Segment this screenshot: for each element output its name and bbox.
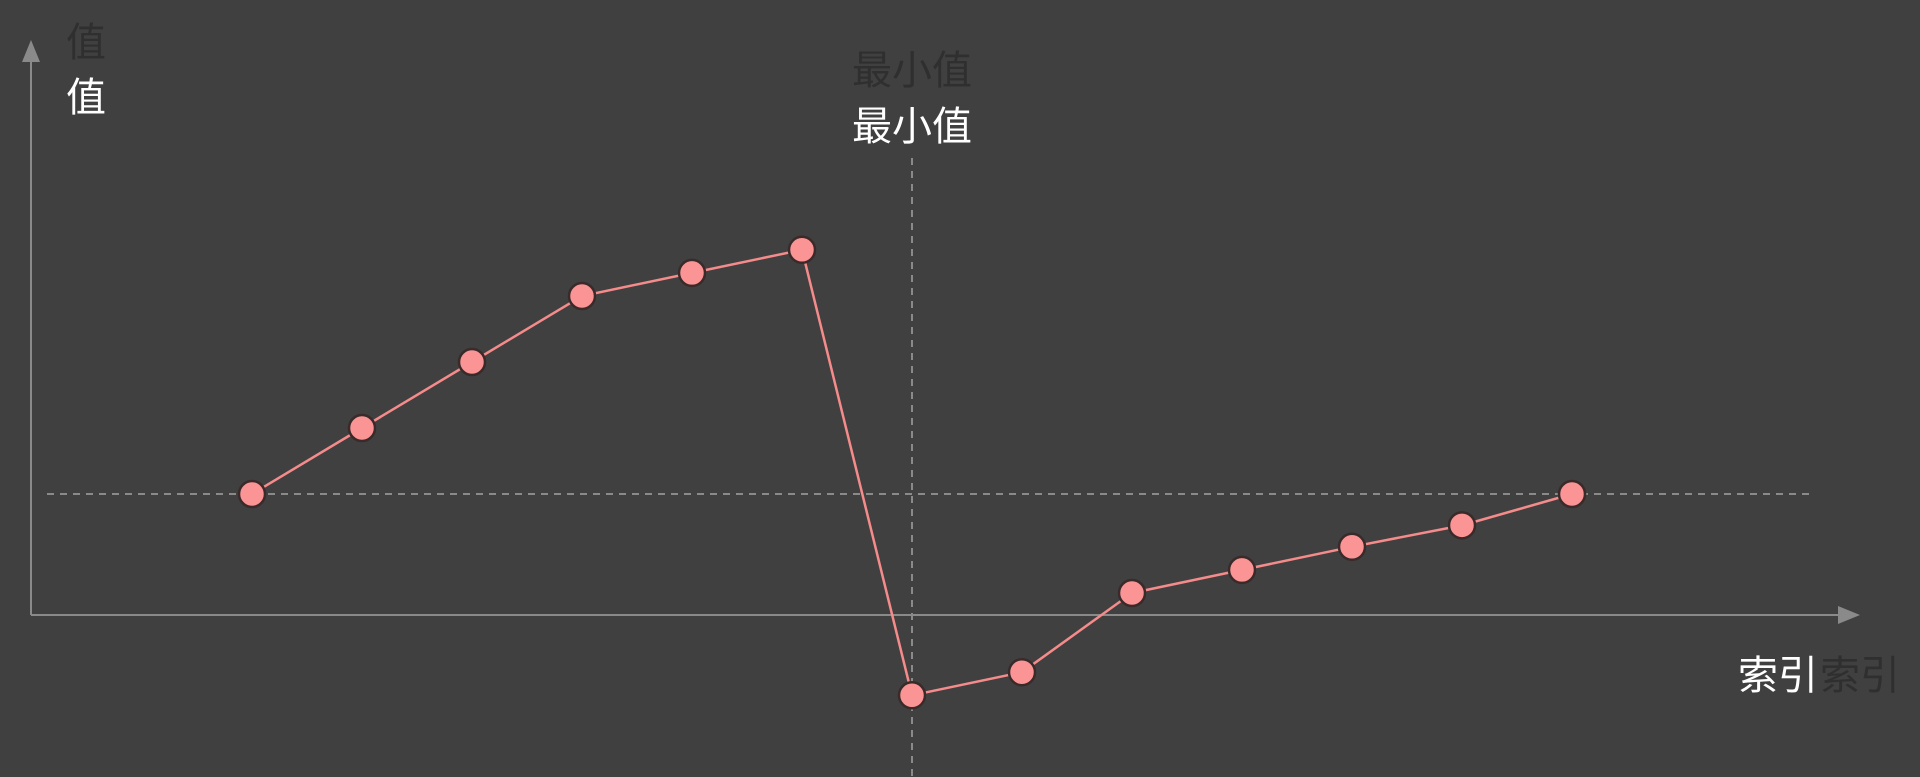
data-point [1557,479,1587,509]
series-layer [237,235,1587,710]
data-point [237,479,267,509]
x-axis-arrow [1838,606,1860,624]
data-point [1337,532,1367,562]
data-point [897,681,927,710]
data-point [787,235,817,265]
data-point [1117,578,1147,608]
data-point [567,281,597,311]
y-axis-arrow [22,40,40,62]
y-axis-label-shadow: 值 [66,20,106,66]
x-axis-label: 索引 [1738,653,1818,699]
data-point [457,347,487,377]
data-point [677,258,707,288]
axes [22,40,1860,624]
data-point [1227,555,1257,585]
y-axis-label: 值 [66,75,106,121]
min-label-shadow: 最小值 [852,48,972,94]
data-point [1447,511,1477,540]
min-label: 最小值 [852,104,972,150]
data-point [347,413,377,443]
data-point [1007,657,1037,687]
x-axis-label-shadow: 索引 [1820,653,1900,699]
